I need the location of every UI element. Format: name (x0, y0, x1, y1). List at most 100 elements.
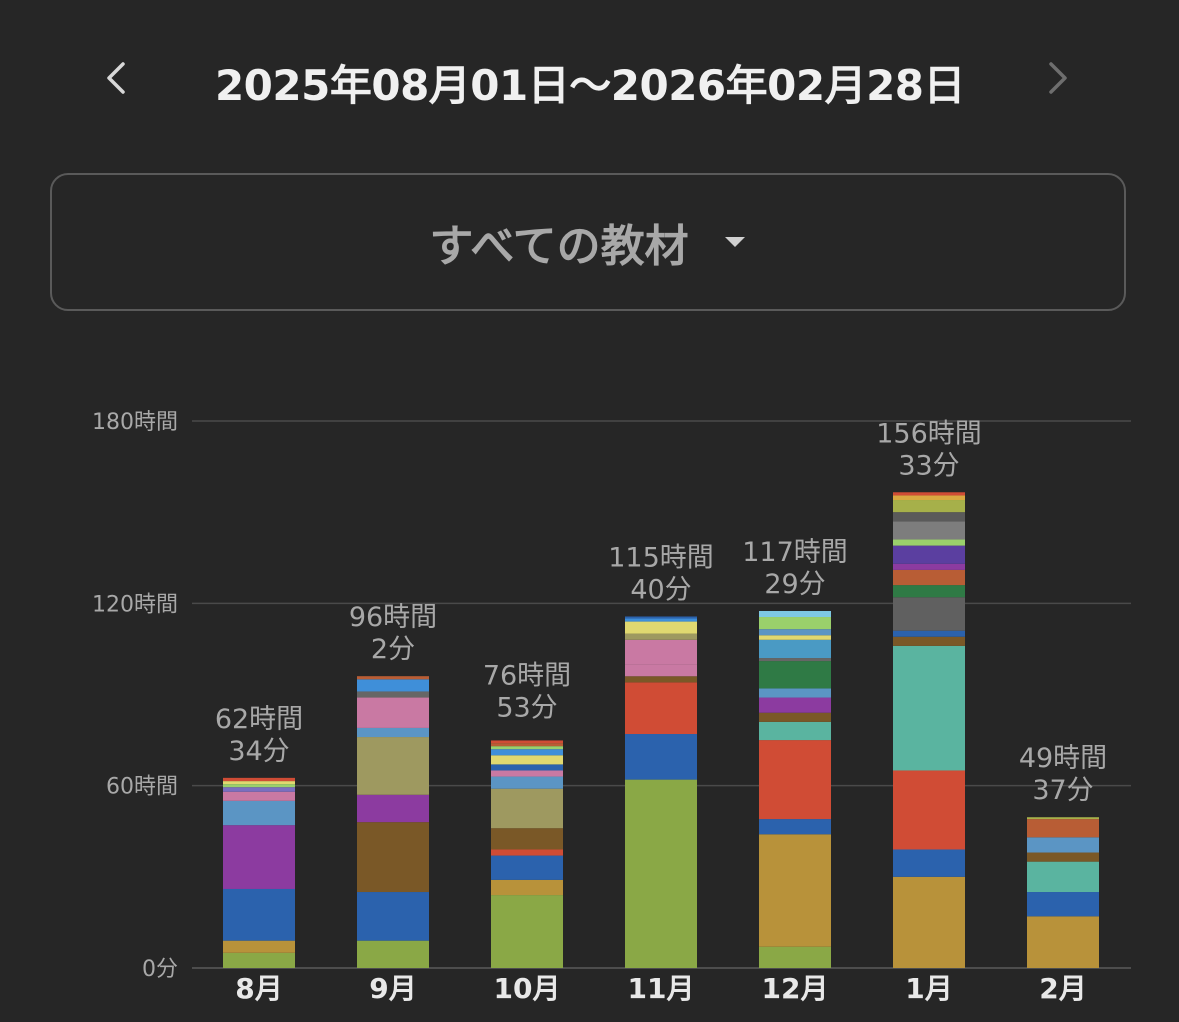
bar-segment (759, 697, 831, 713)
chevron-right-icon (1049, 62, 1067, 94)
bar-segment (893, 545, 965, 564)
bar-total-hours: 117時間 (742, 537, 848, 568)
bar-total-hours: 156時間 (876, 418, 982, 449)
bar-segment (223, 791, 295, 801)
bar-segment (357, 679, 429, 692)
bar-segment (491, 770, 563, 777)
bar-5[interactable] (759, 610, 831, 968)
bar-segment (759, 610, 831, 618)
bar-segment (893, 500, 965, 513)
x-category-label: 2月 (1039, 972, 1086, 1005)
bar-segment (759, 946, 831, 968)
bar-segment (759, 819, 831, 835)
bar-segment (491, 755, 563, 765)
bar-segment (223, 952, 295, 968)
bar-segment (357, 737, 429, 795)
x-category-label: 9月 (369, 972, 416, 1005)
bar-segment (625, 621, 697, 634)
bar-segment (1027, 892, 1099, 917)
bar-total-hours: 96時間 (349, 602, 437, 633)
bar-3[interactable] (491, 740, 563, 968)
y-tick-label: 180時間 (92, 410, 178, 435)
bar-segment (893, 492, 965, 496)
bar-total-hours: 49時間 (1019, 743, 1107, 774)
previous-period-button[interactable] (86, 48, 146, 108)
y-tick-label: 60時間 (106, 775, 178, 800)
bar-segment (893, 521, 965, 540)
bar-segment (759, 661, 831, 689)
bar-segment (625, 618, 697, 622)
bar-segment (625, 779, 697, 968)
bar-total-minutes: 33分 (898, 450, 959, 481)
bar-segment (893, 585, 965, 598)
bars (223, 492, 1099, 968)
bar-segment (357, 940, 429, 968)
x-category-label: 1月 (905, 972, 952, 1005)
bar-2[interactable] (357, 676, 429, 968)
bar-segment (223, 781, 295, 785)
bar-6[interactable] (893, 492, 965, 968)
bar-segment (1027, 817, 1099, 820)
bar-total-hours: 115時間 (608, 542, 714, 573)
bar-segment (759, 639, 831, 659)
bar-segment (223, 825, 295, 889)
bar-segment (759, 721, 831, 741)
bar-segment (491, 788, 563, 829)
bar-segment (625, 664, 697, 677)
bar-segment (1027, 861, 1099, 893)
bar-segment (893, 495, 965, 501)
bar-4[interactable] (625, 616, 697, 968)
bar-segment (759, 688, 831, 698)
bar-segment (357, 697, 429, 728)
caret-down-icon (724, 237, 745, 247)
bar-segment (1027, 852, 1099, 862)
x-axis: 8月 9月 10月 11月 12月 1月 2月 (235, 972, 1086, 1005)
bar-segment (491, 855, 563, 880)
bar-segment (357, 892, 429, 941)
bar-segment (759, 658, 831, 662)
bar-segment (491, 849, 563, 856)
bar-segment (1027, 819, 1099, 838)
bar-segment (893, 569, 965, 586)
bar-segment (491, 776, 563, 789)
bar-segment (491, 879, 563, 896)
bar-segment (625, 616, 697, 619)
bar-segment (357, 794, 429, 823)
bar-segment (357, 822, 429, 893)
x-category-label: 10月 (494, 972, 561, 1005)
bar-segment (759, 740, 831, 820)
bar-total-minutes: 29分 (764, 569, 825, 600)
date-range-title: 2025年08月01日〜2026年02月28日 (214, 61, 966, 110)
bar-segment (625, 676, 697, 683)
bar-segment (491, 749, 563, 756)
bar-segment (1027, 837, 1099, 853)
bar-segment (893, 597, 965, 631)
material-filter-dropdown[interactable]: すべての教材 (50, 173, 1126, 311)
bar-segment (491, 895, 563, 968)
bar-segment (759, 617, 831, 630)
bar-1[interactable] (223, 777, 295, 968)
bar-segment (357, 727, 429, 738)
bar-segment (357, 691, 429, 698)
next-period-button[interactable] (1028, 48, 1088, 108)
bar-segment (223, 777, 295, 782)
bar-segment (223, 800, 295, 826)
bar-segment (1027, 916, 1099, 968)
x-category-label: 11月 (628, 972, 695, 1005)
bar-segment (893, 636, 965, 646)
material-filter-label: すべての教材 (429, 221, 689, 272)
bar-segment (491, 746, 563, 750)
bar-total-minutes: 37分 (1032, 775, 1093, 806)
bar-segment (625, 682, 697, 735)
bar-total-minutes: 53分 (496, 692, 557, 723)
bar-segment (223, 787, 295, 792)
y-tick-label: 0分 (142, 957, 178, 982)
bar-segment (491, 743, 563, 747)
bar-segment (893, 539, 965, 546)
bar-segment (625, 639, 697, 665)
bar-segment (625, 734, 697, 780)
bar-segment (357, 676, 429, 680)
y-axis: 0分 60時間 120時間 180時間 (92, 410, 178, 982)
bar-7[interactable] (1027, 817, 1099, 968)
bar-segment (893, 770, 965, 850)
